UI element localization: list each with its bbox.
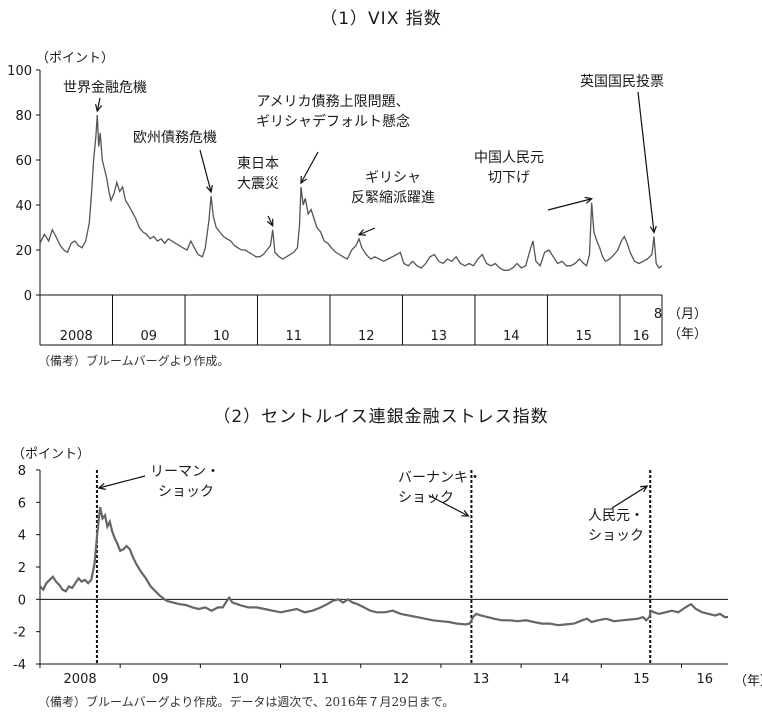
- x-year-label: 13: [473, 672, 490, 687]
- event-arrow: [429, 495, 469, 517]
- annotation-arrow: [96, 97, 101, 112]
- x-month-label: 8: [654, 307, 662, 322]
- annotation-arrow-head: [300, 175, 308, 185]
- y-tick-label: 100: [7, 64, 32, 79]
- event-label: ショック: [158, 484, 214, 500]
- event-arrow: [98, 475, 146, 489]
- y-tick-label: 0: [24, 289, 32, 304]
- y-axis-unit: （ポイント）: [36, 51, 114, 66]
- stress-index-chart: （ポイント） -4 -2 0 2 4 6 8 2008 09 10 11 12 13 14 15 16 （年） リー…: [12, 447, 762, 689]
- event-arrow: [611, 485, 648, 509]
- annotation-arrow: [358, 227, 376, 236]
- annotation-arrow-head: [266, 218, 274, 227]
- x-year-label: 10: [232, 672, 249, 687]
- x-year-label: 16: [696, 672, 713, 687]
- event-label: ショック: [588, 528, 644, 544]
- stress-line: [39, 506, 728, 627]
- y-tick-label: -4: [13, 658, 26, 673]
- x-month-unit: （月）: [668, 307, 707, 322]
- event-label: 人民元・: [588, 508, 644, 524]
- vix-line: [39, 114, 663, 271]
- y-tick-label: 2: [18, 561, 26, 576]
- annotation-label: ギリシャ: [365, 170, 421, 186]
- event-label: バーナンキ・: [398, 470, 482, 486]
- x-year-label: 16: [633, 329, 650, 344]
- annotation-label: 世界金融危機: [63, 80, 147, 96]
- x-year-label: 11: [312, 672, 329, 687]
- chart1-note: （備考）ブルームバーグより作成。: [38, 354, 230, 368]
- y-tick-label: 60: [15, 154, 32, 169]
- chart2-title: （2）セントルイス連銀金融ストレス指数: [213, 407, 549, 427]
- annotation-arrow-head: [649, 225, 657, 234]
- x-year-label: 15: [575, 329, 592, 344]
- x-year-label: 12: [393, 672, 410, 687]
- y-tick-label: 8: [18, 464, 26, 479]
- y-tick-label: 4: [18, 529, 26, 544]
- y-tick-label: 6: [18, 496, 26, 511]
- chart1-title: （1）VIX 指数: [320, 9, 442, 29]
- chart2-note: （備考）ブルームバーグより作成。データは週次で、2016年７月29日まで。: [38, 695, 455, 709]
- annotation-label: ギリシャデフォルト懸念: [256, 113, 410, 130]
- y-tick-label: 40: [15, 199, 32, 214]
- annotation-arrow: [547, 198, 592, 211]
- x-year-unit: （年）: [668, 327, 707, 342]
- x-year-label: 09: [152, 672, 169, 687]
- annotation-label: 切下げ: [488, 170, 530, 186]
- x-year-label: 09: [140, 329, 157, 344]
- annotation-arrow-head: [206, 185, 214, 194]
- event-label: リーマン・: [150, 464, 220, 480]
- x-year-label: 13: [430, 329, 447, 344]
- x-year-label: 11: [285, 329, 302, 344]
- annotation-label: 英国国民投票: [580, 73, 664, 90]
- x-year-label: 14: [553, 672, 570, 687]
- x-year-label: 14: [503, 329, 520, 344]
- x-year-label: 12: [358, 329, 375, 344]
- annotation-arrow-head: [95, 104, 103, 113]
- annotation-label: アメリカ債務上限問題、: [256, 94, 409, 110]
- event-arrow-head: [640, 485, 649, 493]
- y-tick-label: 80: [15, 109, 32, 124]
- annotation-label: 大震災: [237, 176, 279, 192]
- event-arrow-head: [97, 483, 106, 490]
- y-tick-label: 0: [18, 593, 26, 608]
- x-year-label: 10: [213, 329, 230, 344]
- annotation-arrow: [267, 215, 274, 227]
- y-tick-label: -2: [13, 626, 26, 641]
- annotation-arrow: [199, 149, 212, 193]
- x-year-label: 2008: [64, 672, 97, 687]
- x-year-label: 15: [633, 672, 650, 687]
- x-year-label: 2008: [60, 329, 93, 344]
- annotation-label: 中国人民元: [474, 150, 544, 166]
- event-label: ショック: [398, 490, 454, 506]
- annotation-arrow: [300, 151, 319, 184]
- vix-chart: （ポイント） 0 20 40 60 80 100 2008 09 10 11 12 13 14 15 16 8 （…: [7, 51, 707, 346]
- x-year-unit: （年）: [734, 674, 762, 689]
- annotation-arrow-head: [357, 229, 366, 236]
- y-axis-unit: （ポイント）: [12, 447, 90, 462]
- annotation-label: 東日本: [237, 156, 279, 172]
- annotation-arrow: [637, 91, 655, 233]
- annotation-label: 欧州債務危機: [133, 130, 217, 146]
- annotation-label: 反緊縮派躍進: [351, 190, 435, 206]
- event-arrow-head: [461, 510, 470, 517]
- annotation-arrow-head: [584, 196, 594, 204]
- y-tick-label: 20: [15, 244, 32, 259]
